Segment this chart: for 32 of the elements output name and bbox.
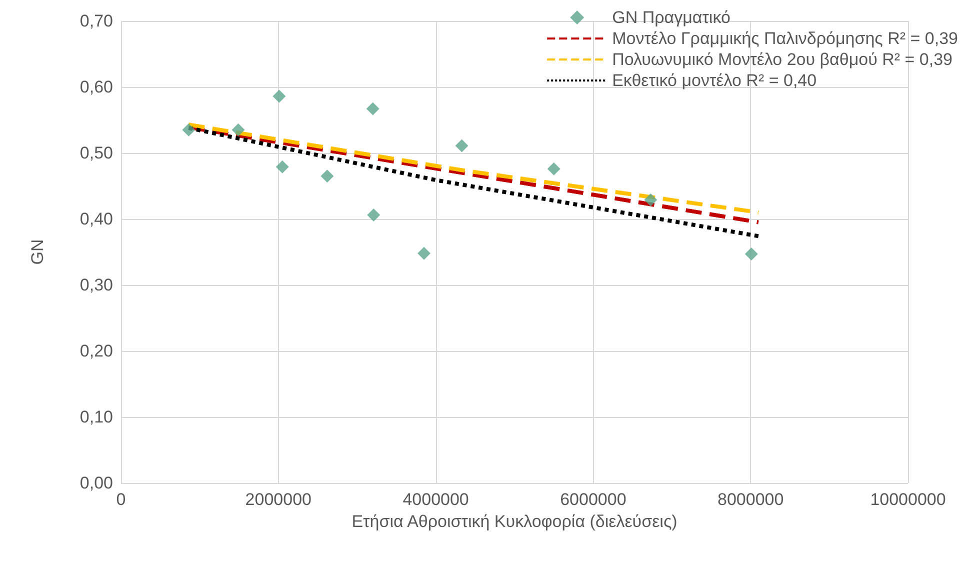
legend-label: Εκθετικό μοντέλο R² = 0,40: [612, 71, 817, 90]
x-tick-label: 0: [116, 490, 126, 509]
point: [455, 139, 468, 152]
point: [367, 208, 380, 222]
y-axis-title: GN: [28, 239, 47, 265]
point: [366, 102, 380, 116]
point: [417, 246, 430, 260]
y-tick-label: 0,00: [80, 474, 113, 492]
legend-label: Μοντέλο Γραμμικής Παλινδρόμησης R² = 0,39: [612, 29, 958, 48]
point: [644, 193, 658, 206]
point: [744, 247, 758, 260]
x-tick-label: 8000000: [718, 490, 784, 509]
legend-label: GN Πραγματικό: [612, 8, 730, 27]
y-tick-label: 0,70: [80, 12, 113, 30]
point: [276, 160, 289, 174]
y-tick-label: 0,40: [80, 210, 113, 228]
y-tick-label: 0,60: [80, 78, 113, 96]
y-tick-label: 0,20: [80, 342, 113, 360]
x-tick-label: 2000000: [245, 490, 312, 509]
x-axis-title: Ετήσια Αθροιστική Κυκλοφορία (διελεύσεις): [352, 512, 678, 531]
point: [182, 123, 196, 136]
point: [320, 170, 334, 183]
point: [547, 162, 560, 176]
y-tick-label: 0,50: [80, 144, 113, 162]
point: [272, 90, 286, 103]
y-tick-label: 0,10: [80, 408, 113, 426]
y-tick-label: 0,30: [80, 276, 113, 294]
point: [232, 123, 245, 136]
x-tick-label: 6000000: [560, 490, 626, 509]
x-tick-label: 4000000: [402, 490, 469, 509]
x-tick-label: 10000000: [870, 490, 946, 509]
legend-label: Πολυωνυμικό Μοντέλο 2ου βαθμού R² = 0,39: [612, 50, 952, 69]
